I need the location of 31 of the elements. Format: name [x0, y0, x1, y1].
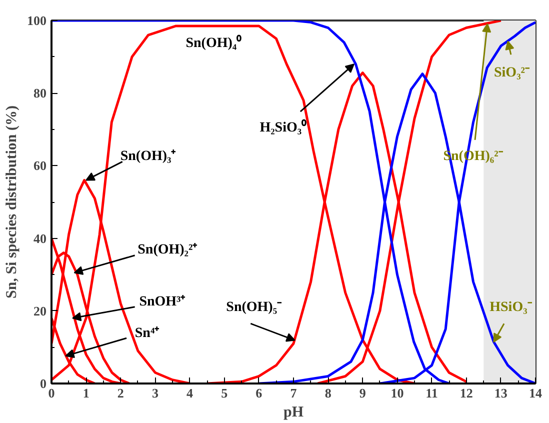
y-tick-label: 60: [34, 158, 46, 174]
x-tick-label: 9: [359, 386, 366, 400]
annotation: H₂SiO₃⁰: [260, 118, 307, 136]
x-tick-label: 13: [494, 386, 508, 400]
x-tick-label: 1: [82, 386, 90, 400]
x-tick-label: 6: [256, 386, 263, 400]
annotation: Sn(OH)₂²⁺: [138, 242, 198, 258]
annotation: Sn(OH)₃⁺: [120, 148, 176, 164]
annotation: Sn⁴⁺: [134, 326, 160, 341]
annotation: SnOH³⁺: [139, 294, 186, 310]
x-tick-label: 3: [152, 386, 159, 400]
x-tick-label: 5: [221, 386, 228, 400]
y-axis-title: Sn, Si species distribution (%): [4, 106, 20, 298]
annotation: SiO₃²⁻: [494, 65, 530, 80]
y-tick-label: 40: [34, 230, 46, 246]
x-tick-label: 14: [529, 386, 542, 400]
y-tick-label: 0: [40, 376, 46, 391]
annotation: Sn(OH)₅⁻: [226, 300, 282, 315]
x-tick-label: 8: [324, 386, 332, 400]
x-tick-label: 11: [426, 386, 438, 400]
y-tick-label: 80: [34, 86, 46, 101]
annotation: HSiO₃⁻: [490, 300, 532, 315]
x-tick-label: 2: [117, 386, 124, 400]
x-tick-label: 4: [186, 386, 194, 400]
x-tick-label: 10: [390, 386, 404, 400]
x-tick-label: 12: [460, 386, 473, 400]
x-tick-label: 7: [290, 386, 298, 400]
y-tick-label: 100: [27, 13, 46, 28]
y-tick-label: 20: [34, 303, 46, 318]
x-axis-title: pH: [283, 404, 304, 420]
annotation: Sn(OH)₄⁰: [186, 34, 242, 51]
